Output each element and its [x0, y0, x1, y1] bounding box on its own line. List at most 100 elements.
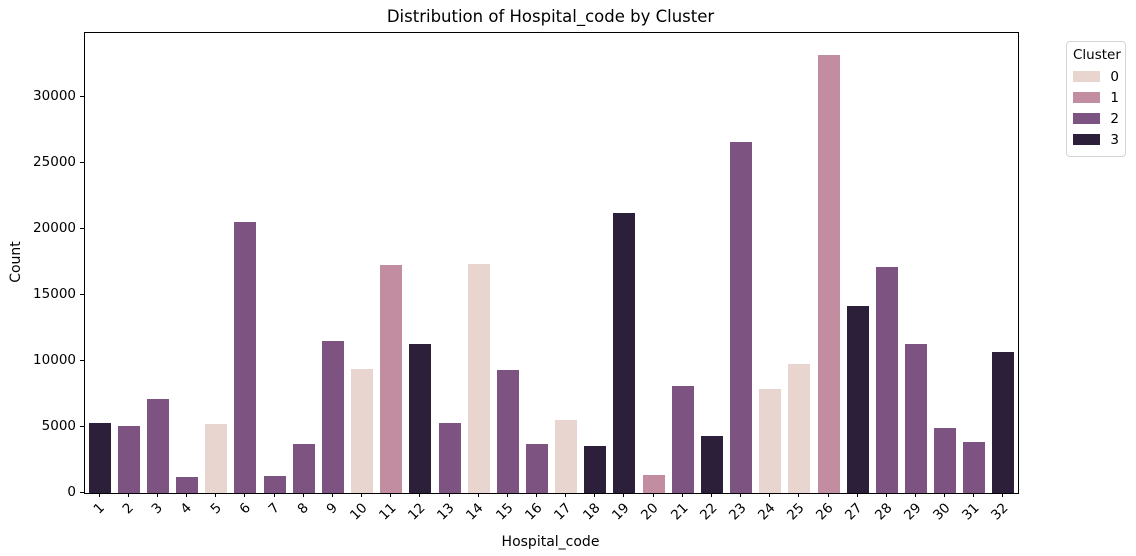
x-tick-mark	[244, 493, 246, 497]
x-tick-label: 23	[725, 500, 750, 524]
x-tick-label: 3	[148, 500, 167, 518]
x-tick-mark	[769, 493, 771, 497]
x-tick-mark	[944, 493, 946, 497]
legend: Cluster 0 1 2 3	[1066, 41, 1126, 157]
bar-16	[525, 444, 548, 493]
x-tick-label: 15	[492, 500, 517, 524]
x-tick-label: 20	[638, 500, 662, 524]
y-tick-mark	[80, 426, 84, 427]
x-tick-mark	[681, 493, 683, 497]
bar-9	[321, 341, 344, 493]
x-tick-label: 29	[900, 500, 925, 524]
x-tick-mark	[856, 493, 858, 497]
y-tick-mark	[80, 492, 84, 493]
legend-label: 2	[1110, 110, 1119, 127]
x-tick-mark	[740, 493, 741, 497]
legend-label: 1	[1110, 89, 1119, 106]
x-tick-label: 4	[177, 500, 196, 518]
x-tick-label: 31	[959, 500, 983, 524]
bar-18	[584, 445, 607, 493]
legend-rows: 0 1 2 3	[1073, 66, 1119, 150]
x-tick-mark	[390, 493, 392, 497]
y-tick-label: 15000	[33, 286, 76, 302]
bar-25	[788, 363, 811, 493]
bar-22	[700, 436, 723, 493]
x-tick-mark	[827, 493, 829, 497]
legend-swatch	[1073, 113, 1100, 124]
x-tick-mark	[477, 493, 479, 497]
legend-row-3: 3	[1073, 129, 1119, 150]
x-tick-mark	[652, 493, 654, 497]
x-tick-mark	[565, 493, 567, 497]
x-tick-mark	[623, 493, 625, 497]
x-tick-mark	[98, 493, 100, 497]
legend-title: Cluster	[1073, 47, 1121, 63]
x-tick-mark	[915, 493, 916, 497]
bar-1	[88, 423, 111, 493]
bar-28	[875, 267, 898, 493]
x-tick-label: 11	[375, 500, 400, 524]
x-tick-mark	[535, 493, 537, 497]
x-tick-label: 5	[207, 500, 225, 518]
x-tick-mark	[273, 493, 275, 497]
bar-15	[496, 370, 519, 493]
y-tick-mark	[80, 294, 84, 295]
x-tick-label: 25	[784, 500, 808, 524]
y-tick-mark	[80, 96, 84, 97]
x-tick-mark	[419, 493, 421, 497]
x-axis-label: Hospital_code	[501, 534, 600, 550]
bar-17	[555, 420, 578, 493]
bar-29	[905, 343, 927, 493]
bar-12	[409, 343, 432, 493]
x-tick-label: 13	[434, 500, 458, 524]
x-tick-label: 32	[988, 500, 1012, 524]
x-tick-mark	[448, 493, 450, 497]
x-tick-mark	[506, 493, 508, 497]
x-tick-mark	[331, 493, 333, 497]
bar-13	[438, 423, 461, 493]
x-tick-label: 17	[550, 500, 575, 524]
bar-2	[117, 425, 140, 493]
y-tick-label: 5000	[41, 418, 76, 434]
x-tick-mark	[156, 493, 158, 497]
legend-label: 3	[1110, 131, 1119, 148]
x-tick-label: 7	[265, 500, 283, 518]
y-tick-label: 0	[67, 484, 76, 500]
bar-31	[963, 441, 986, 493]
y-tick-mark	[80, 360, 84, 361]
x-tick-label: 2	[119, 500, 138, 518]
bar-32	[992, 352, 1015, 493]
legend-swatch	[1073, 71, 1100, 82]
x-tick-label: 26	[813, 500, 837, 524]
y-tick-mark	[80, 228, 84, 229]
bar-21	[671, 386, 694, 493]
x-tick-label: 1	[90, 500, 108, 518]
x-tick-mark	[302, 493, 304, 497]
x-tick-mark	[186, 493, 187, 497]
bar-10	[351, 368, 373, 493]
x-tick-mark	[361, 493, 362, 497]
x-tick-label: 19	[609, 500, 633, 524]
y-tick-label: 30000	[33, 88, 76, 104]
legend-row-0: 0	[1073, 66, 1119, 87]
legend-swatch	[1073, 134, 1100, 145]
bar-3	[146, 399, 169, 493]
bar-5	[205, 423, 228, 493]
legend-row-1: 1	[1073, 87, 1119, 108]
x-tick-mark	[1002, 493, 1004, 497]
x-tick-label: 8	[294, 500, 313, 518]
bar-8	[292, 444, 315, 493]
bar-27	[846, 305, 869, 493]
x-tick-mark	[215, 493, 217, 497]
x-tick-mark	[127, 493, 129, 497]
bar-11	[380, 264, 403, 493]
x-tick-label: 28	[871, 500, 896, 524]
x-tick-mark	[973, 493, 975, 497]
x-tick-label: 6	[236, 500, 254, 518]
y-tick-label: 10000	[33, 352, 76, 368]
bar-4	[176, 477, 198, 493]
bar-26	[817, 54, 840, 493]
y-tick-label: 25000	[33, 154, 76, 170]
x-tick-label: 14	[463, 500, 487, 524]
